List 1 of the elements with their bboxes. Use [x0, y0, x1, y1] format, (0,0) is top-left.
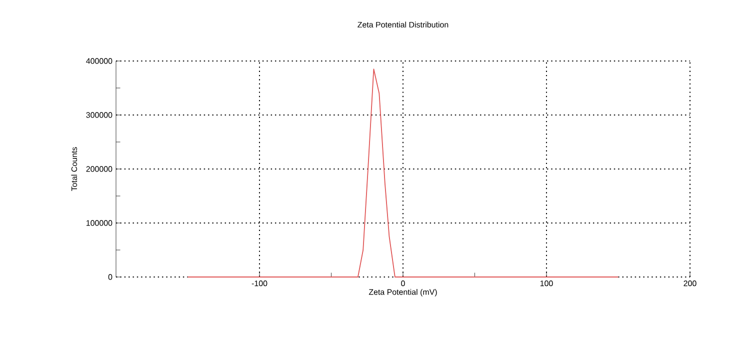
line-series [187, 68, 619, 278]
